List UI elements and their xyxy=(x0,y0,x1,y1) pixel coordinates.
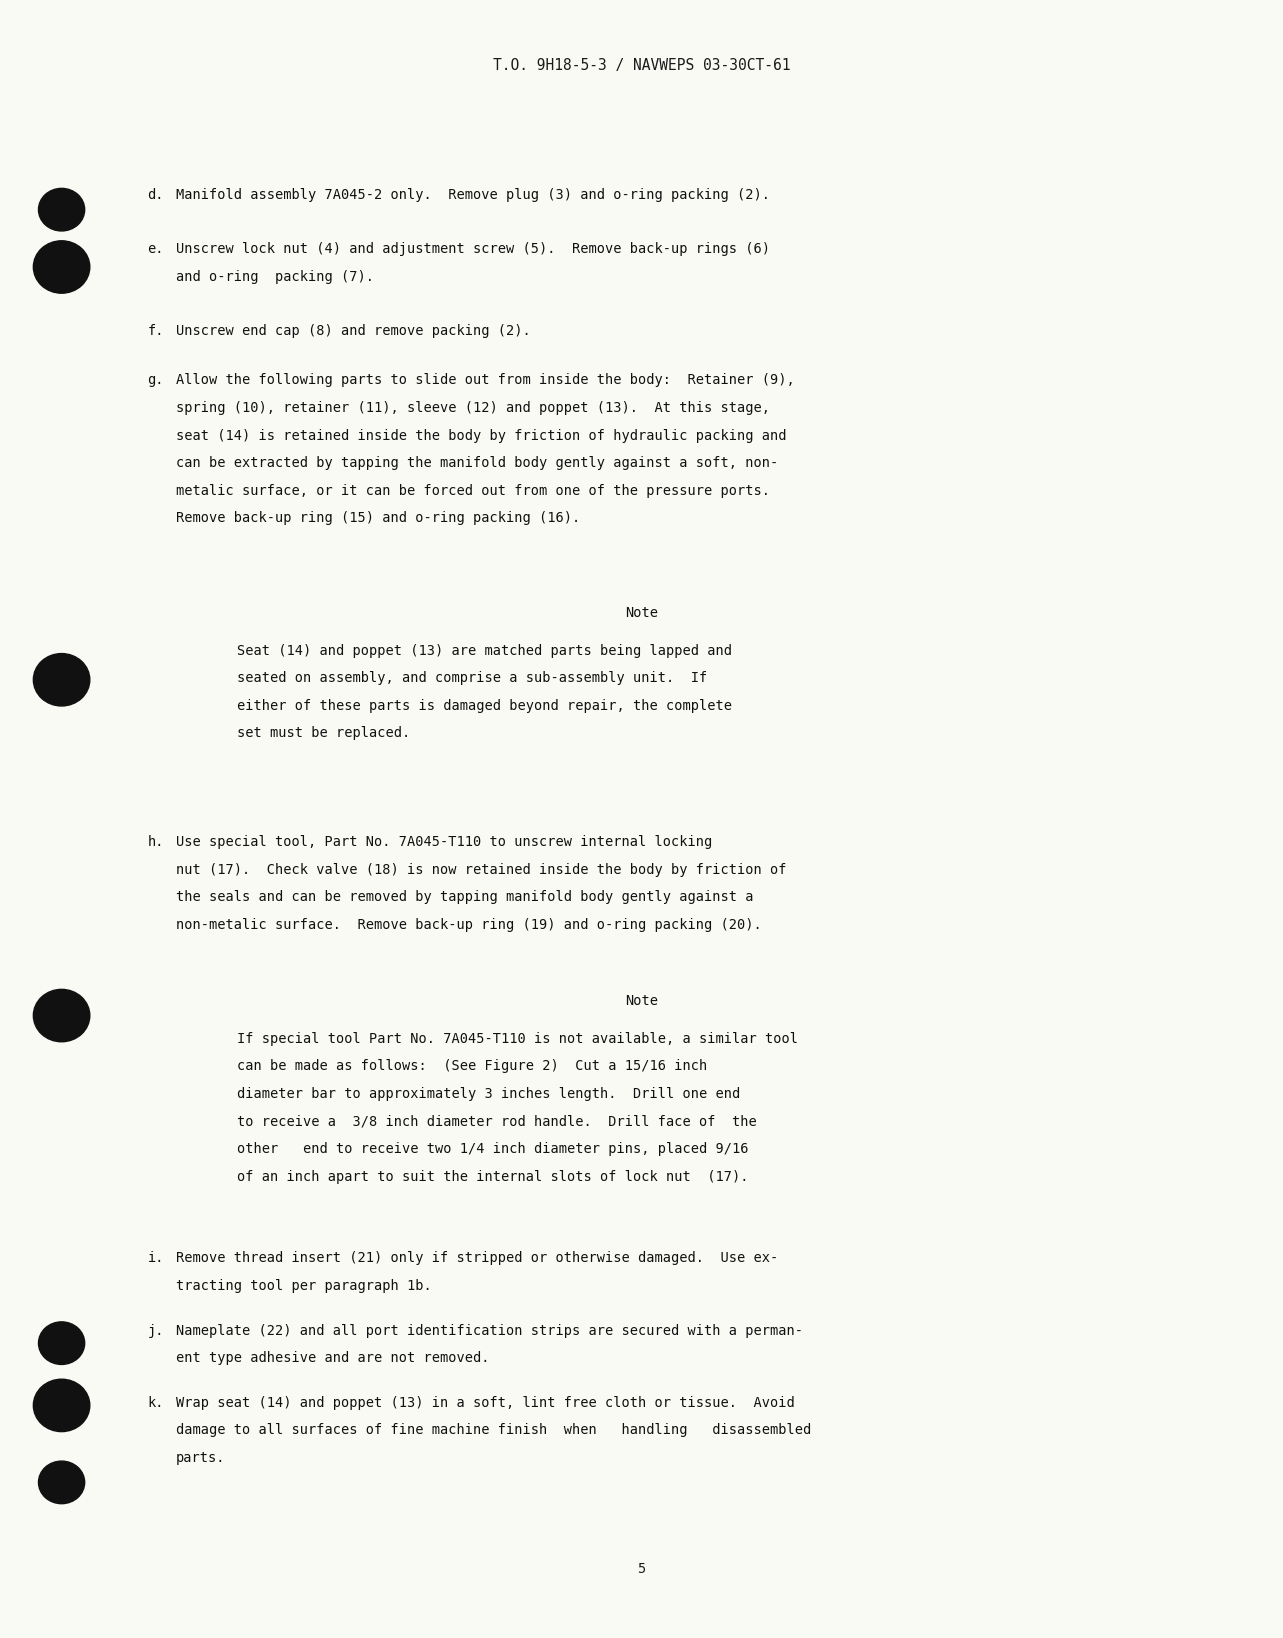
Ellipse shape xyxy=(38,1461,85,1504)
Ellipse shape xyxy=(38,188,85,231)
Text: nut (17).  Check valve (18) is now retained inside the body by friction of: nut (17). Check valve (18) is now retain… xyxy=(176,863,786,876)
Text: ent type adhesive and are not removed.: ent type adhesive and are not removed. xyxy=(176,1351,489,1364)
Text: seat (14) is retained inside the body by friction of hydraulic packing and: seat (14) is retained inside the body by… xyxy=(176,429,786,442)
Text: Seat (14) and poppet (13) are matched parts being lapped and: Seat (14) and poppet (13) are matched pa… xyxy=(237,644,733,658)
Text: other   end to receive two 1/4 inch diameter pins, placed 9/16: other end to receive two 1/4 inch diamet… xyxy=(237,1142,749,1156)
Text: tracting tool per paragraph 1b.: tracting tool per paragraph 1b. xyxy=(176,1279,431,1292)
Ellipse shape xyxy=(33,989,90,1042)
Ellipse shape xyxy=(33,654,90,706)
Text: Use special tool, Part No. 7A045-T110 to unscrew internal locking: Use special tool, Part No. 7A045-T110 to… xyxy=(176,835,712,850)
Text: Note: Note xyxy=(625,606,658,621)
Text: metalic surface, or it can be forced out from one of the pressure ports.: metalic surface, or it can be forced out… xyxy=(176,483,770,498)
Text: either of these parts is damaged beyond repair, the complete: either of these parts is damaged beyond … xyxy=(237,699,733,713)
Ellipse shape xyxy=(33,241,90,293)
Text: non-metalic surface.  Remove back-up ring (19) and o-ring packing (20).: non-metalic surface. Remove back-up ring… xyxy=(176,917,762,932)
Text: Note: Note xyxy=(625,994,658,1009)
Text: Unscrew end cap (8) and remove packing (2).: Unscrew end cap (8) and remove packing (… xyxy=(176,324,531,339)
Text: parts.: parts. xyxy=(176,1451,226,1464)
Text: of an inch apart to suit the internal slots of lock nut  (17).: of an inch apart to suit the internal sl… xyxy=(237,1170,749,1184)
Text: 5: 5 xyxy=(638,1563,645,1576)
Text: can be made as follows:  (See Figure 2)  Cut a 15/16 inch: can be made as follows: (See Figure 2) C… xyxy=(237,1060,708,1073)
Text: diameter bar to approximately 3 inches length.  Drill one end: diameter bar to approximately 3 inches l… xyxy=(237,1088,740,1101)
Text: Nameplate (22) and all port identification strips are secured with a perman-: Nameplate (22) and all port identificati… xyxy=(176,1324,803,1338)
Text: the seals and can be removed by tapping manifold body gently against a: the seals and can be removed by tapping … xyxy=(176,891,753,904)
Text: Remove thread insert (21) only if stripped or otherwise damaged.  Use ex-: Remove thread insert (21) only if stripp… xyxy=(176,1251,777,1266)
Text: i.: i. xyxy=(148,1251,164,1266)
Text: spring (10), retainer (11), sleeve (12) and poppet (13).  At this stage,: spring (10), retainer (11), sleeve (12) … xyxy=(176,401,770,414)
Text: k.: k. xyxy=(148,1396,164,1410)
Text: e.: e. xyxy=(148,242,164,257)
Text: set must be replaced.: set must be replaced. xyxy=(237,726,411,740)
Text: damage to all surfaces of fine machine finish  when   handling   disassembled: damage to all surfaces of fine machine f… xyxy=(176,1423,811,1437)
Text: Unscrew lock nut (4) and adjustment screw (5).  Remove back-up rings (6): Unscrew lock nut (4) and adjustment scre… xyxy=(176,242,770,257)
Text: to receive a  3/8 inch diameter rod handle.  Drill face of  the: to receive a 3/8 inch diameter rod handl… xyxy=(237,1114,757,1129)
Text: If special tool Part No. 7A045-T110 is not available, a similar tool: If special tool Part No. 7A045-T110 is n… xyxy=(237,1032,798,1047)
Text: Remove back-up ring (15) and o-ring packing (16).: Remove back-up ring (15) and o-ring pack… xyxy=(176,511,580,526)
Text: j.: j. xyxy=(148,1324,164,1338)
Ellipse shape xyxy=(38,1322,85,1364)
Text: f.: f. xyxy=(148,324,164,339)
Text: T.O. 9H18-5-3 / NAVWEPS 03-30CT-61: T.O. 9H18-5-3 / NAVWEPS 03-30CT-61 xyxy=(493,57,790,74)
Text: seated on assembly, and comprise a sub-assembly unit.  If: seated on assembly, and comprise a sub-a… xyxy=(237,672,708,685)
Text: can be extracted by tapping the manifold body gently against a soft, non-: can be extracted by tapping the manifold… xyxy=(176,455,777,470)
Text: and o-ring  packing (7).: and o-ring packing (7). xyxy=(176,270,373,283)
Text: h.: h. xyxy=(148,835,164,850)
Text: Wrap seat (14) and poppet (13) in a soft, lint free cloth or tissue.  Avoid: Wrap seat (14) and poppet (13) in a soft… xyxy=(176,1396,794,1410)
Text: Allow the following parts to slide out from inside the body:  Retainer (9),: Allow the following parts to slide out f… xyxy=(176,373,794,388)
Text: g.: g. xyxy=(148,373,164,388)
Text: d.: d. xyxy=(148,188,164,203)
Text: Manifold assembly 7A045-2 only.  Remove plug (3) and o-ring packing (2).: Manifold assembly 7A045-2 only. Remove p… xyxy=(176,188,770,203)
Ellipse shape xyxy=(33,1379,90,1432)
